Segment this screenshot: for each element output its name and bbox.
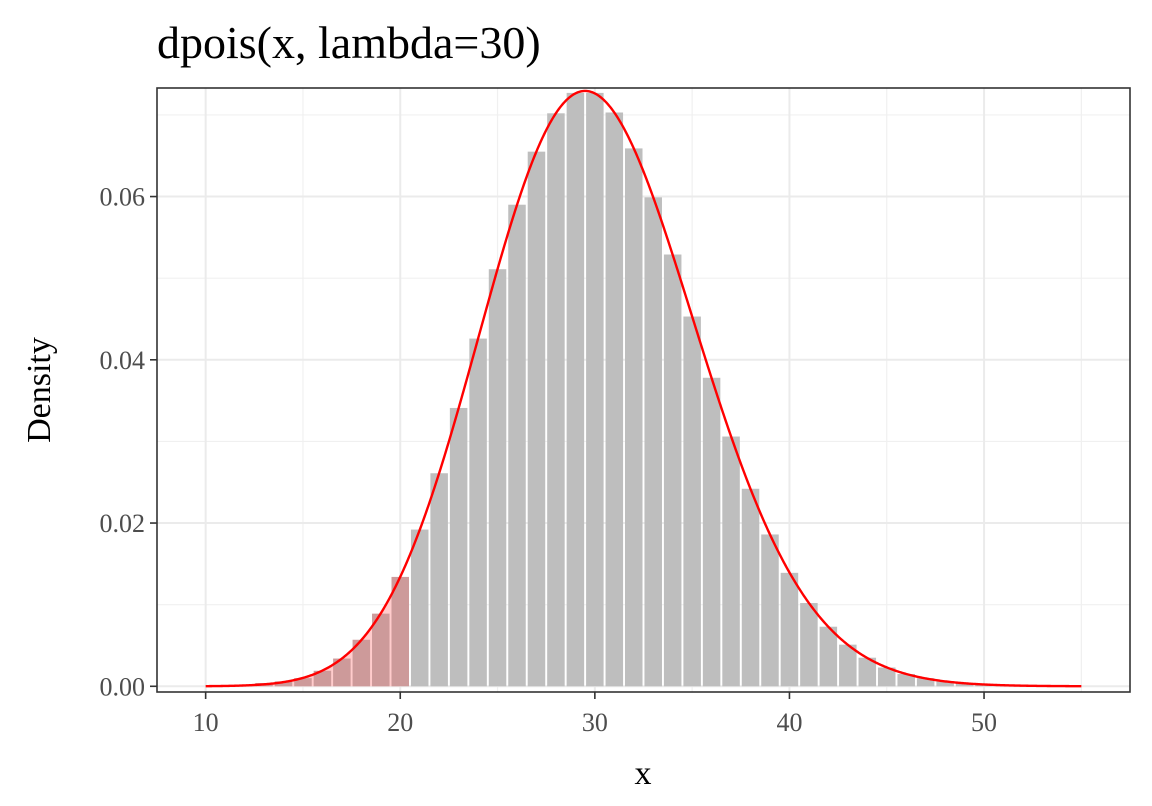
bar <box>566 92 585 687</box>
shaded-area <box>205 576 401 687</box>
x-tick-label: 50 <box>971 708 997 737</box>
bar <box>858 657 877 687</box>
bar <box>410 529 429 687</box>
bar <box>547 113 565 687</box>
bar <box>469 338 487 687</box>
y-tick-label: 0.02 <box>100 509 146 538</box>
y-tick-label: 0.06 <box>100 183 146 212</box>
bar <box>391 576 409 687</box>
y-axis-title: Density <box>21 337 58 443</box>
bar <box>449 407 468 687</box>
bars <box>216 92 1032 687</box>
bar <box>294 678 312 687</box>
bar <box>625 148 643 687</box>
bar <box>333 658 351 687</box>
bar <box>839 644 857 687</box>
bar <box>702 377 721 687</box>
x-tick-label: 30 <box>582 708 608 737</box>
x-tick-label: 20 <box>387 708 413 737</box>
bar <box>586 92 604 687</box>
bar <box>430 473 448 687</box>
bar <box>819 626 838 687</box>
bar <box>761 534 779 687</box>
bar <box>916 678 935 687</box>
bar <box>722 436 740 687</box>
bar <box>936 681 954 687</box>
bar <box>352 639 371 687</box>
bar <box>488 269 507 687</box>
x-tick-label: 10 <box>193 708 219 737</box>
bar <box>605 112 624 687</box>
y-tick-label: 0.00 <box>100 672 146 701</box>
density-curve <box>205 89 1082 688</box>
bar <box>741 488 760 687</box>
bar <box>877 667 896 687</box>
y-axis: 0.00 0.02 0.04 0.06 <box>100 183 157 701</box>
chart-title: dpois(x, lambda=30) <box>157 17 541 68</box>
bar <box>955 683 974 687</box>
bar <box>372 613 390 687</box>
shaded-area-fill <box>205 576 401 687</box>
bar <box>313 670 332 687</box>
x-axis-title: x <box>635 755 652 792</box>
bar <box>683 316 701 687</box>
x-tick-label: 40 <box>776 708 802 737</box>
plot-panel <box>157 88 1130 692</box>
x-axis: 10 20 30 40 50 <box>193 692 997 737</box>
bar <box>274 681 293 687</box>
bar <box>527 151 546 687</box>
bar <box>644 197 662 687</box>
bar <box>800 603 818 687</box>
bar <box>508 204 526 687</box>
bar <box>780 572 799 687</box>
bar <box>663 254 682 687</box>
density-curve-group <box>205 89 1082 688</box>
bar <box>897 674 915 687</box>
y-tick-label: 0.04 <box>100 346 146 375</box>
plot-border <box>156 87 1131 693</box>
